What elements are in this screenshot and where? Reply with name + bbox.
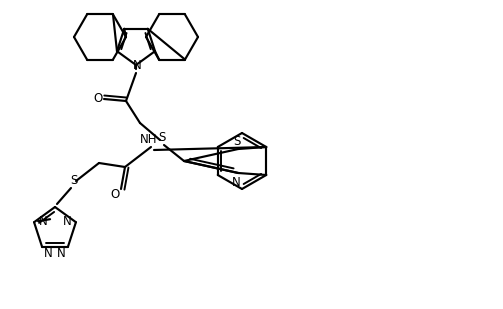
Text: N: N — [232, 176, 240, 188]
Text: S: S — [233, 134, 241, 147]
Text: N: N — [39, 215, 47, 228]
Text: S: S — [70, 173, 77, 187]
Text: N: N — [56, 247, 65, 260]
Text: N: N — [44, 247, 52, 260]
Text: N: N — [133, 58, 141, 71]
Text: S: S — [158, 130, 165, 143]
Text: O: O — [110, 188, 120, 201]
Text: NH: NH — [140, 133, 158, 146]
Text: N: N — [62, 215, 71, 228]
Text: O: O — [94, 91, 103, 104]
